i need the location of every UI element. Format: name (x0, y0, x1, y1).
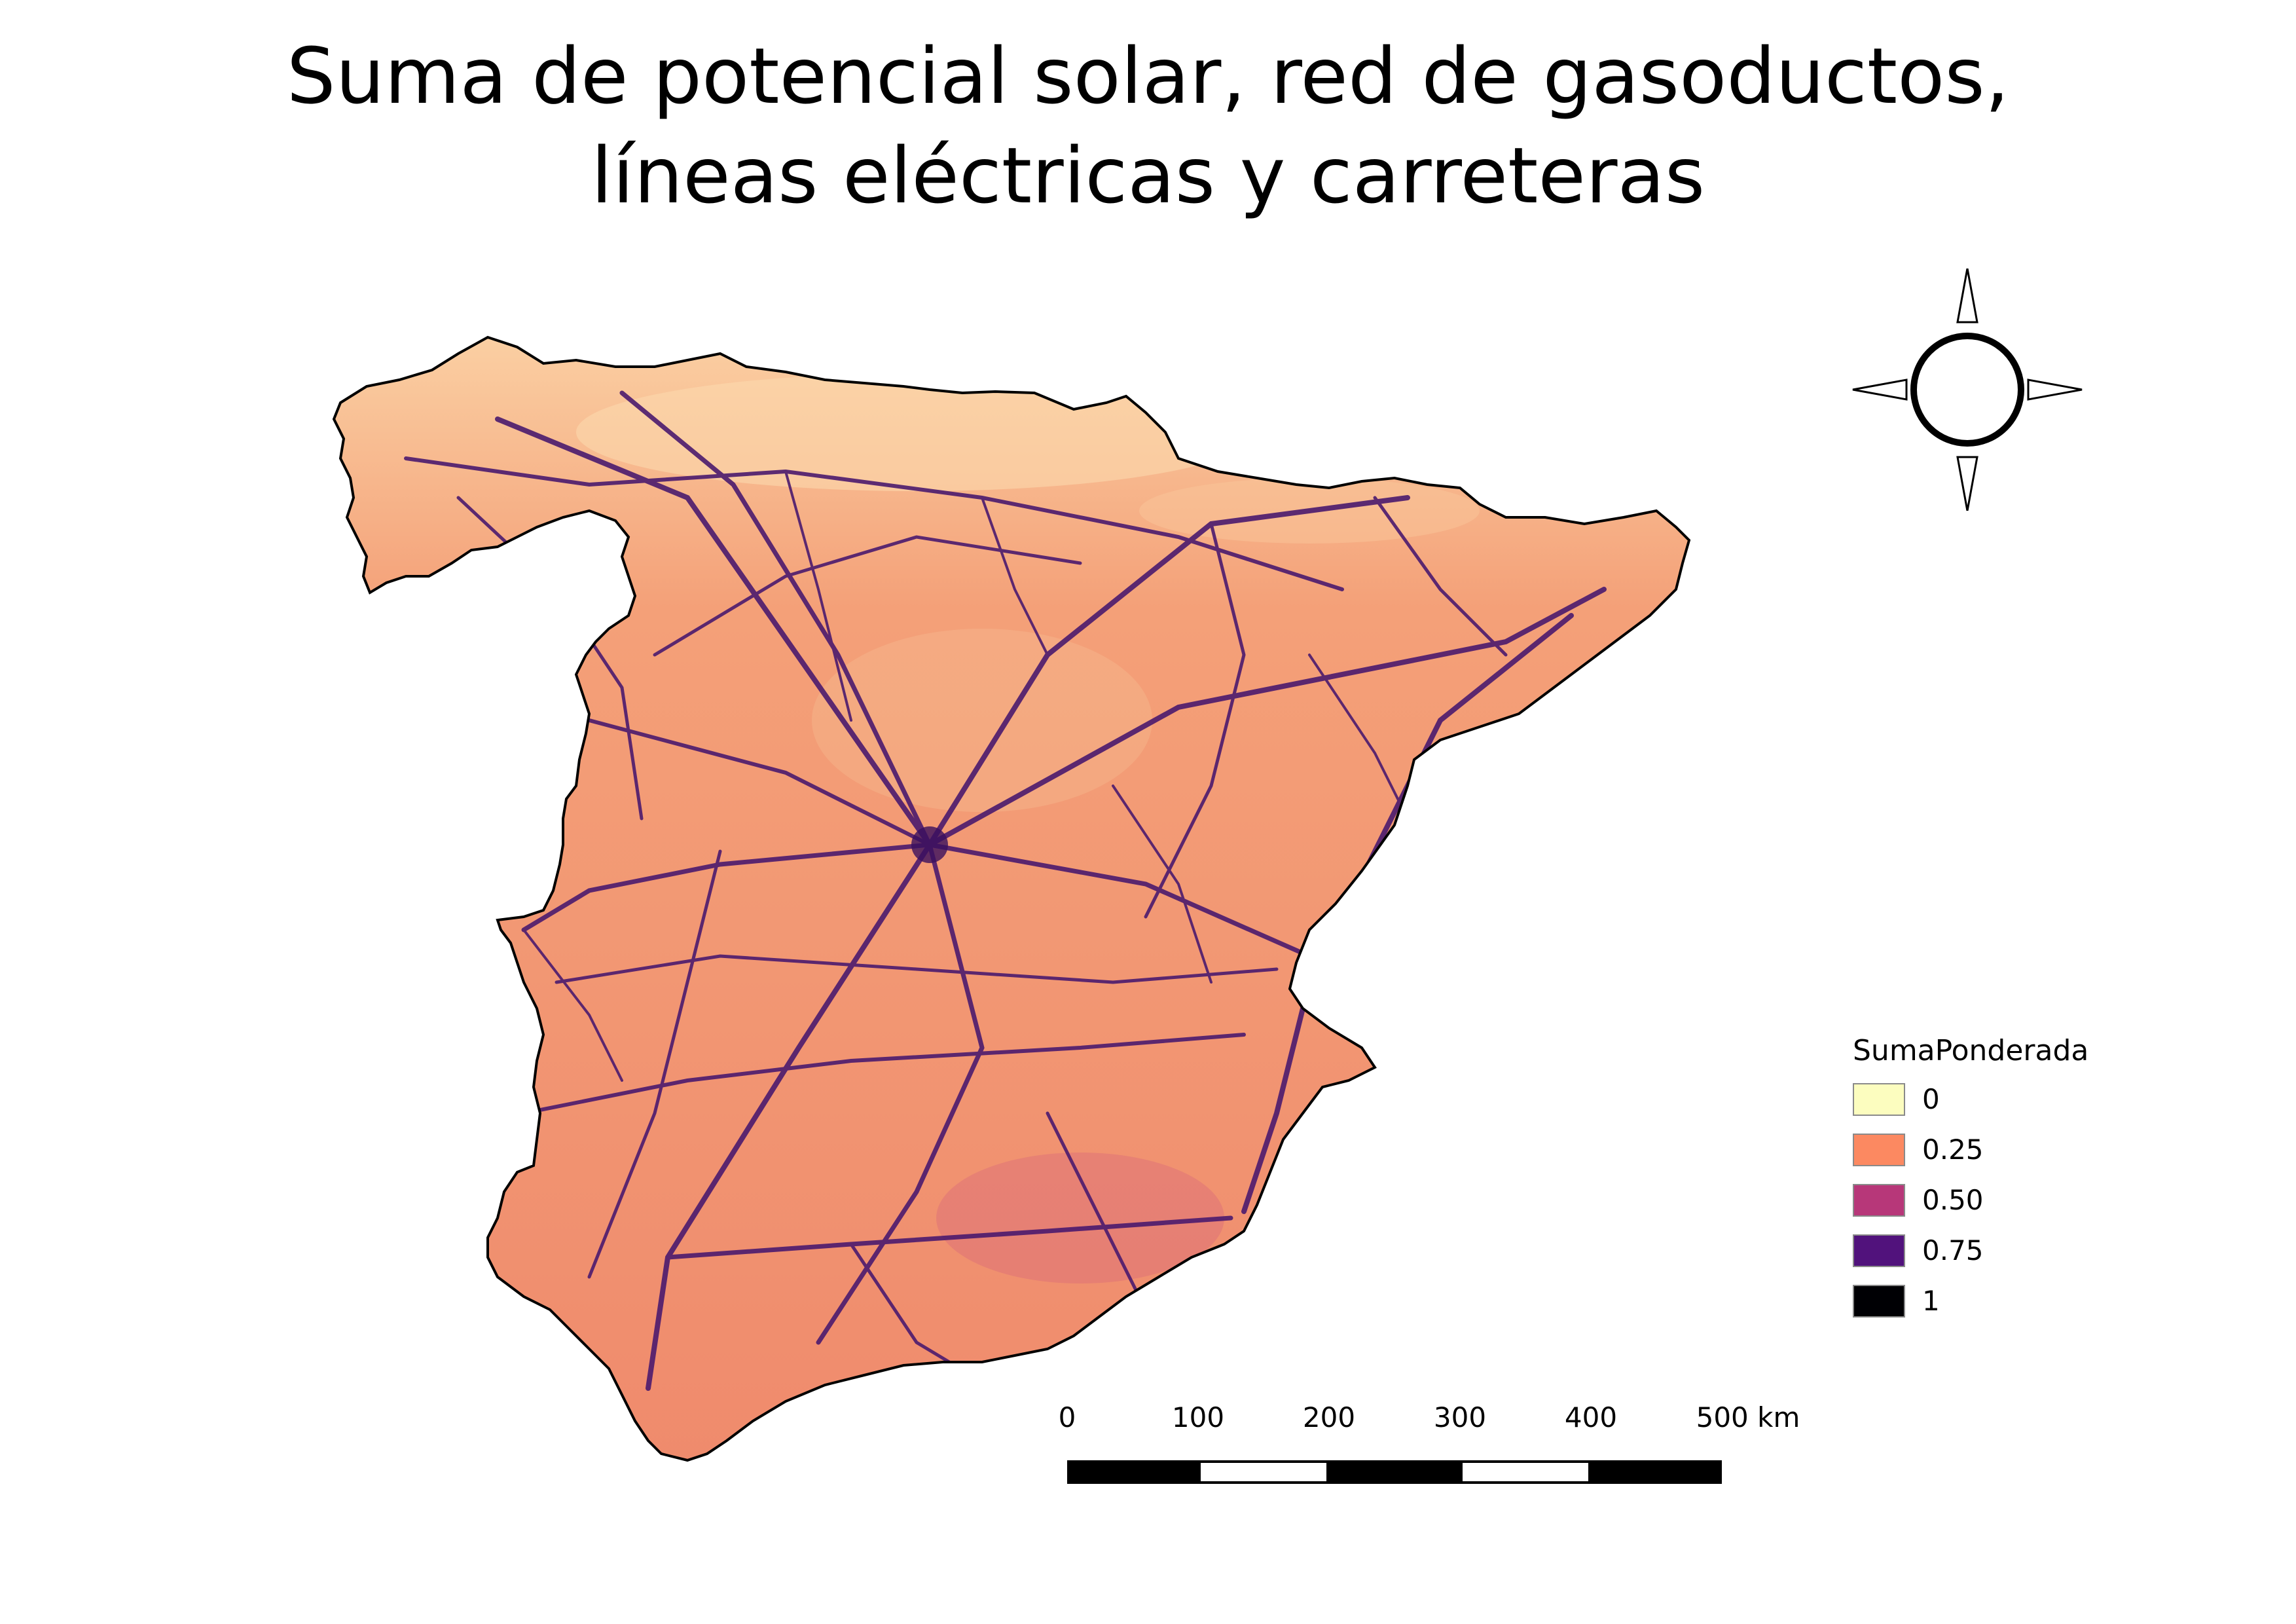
legend-swatch (1853, 1082, 1905, 1116)
legend-item: 0 (1853, 1074, 2115, 1124)
compass-west-point (1852, 378, 1908, 401)
scale-segment (1329, 1460, 1460, 1484)
scale-segment (1198, 1460, 1329, 1484)
legend-label: 0 (1922, 1083, 1940, 1115)
scale-tick-label: 0 (1058, 1401, 1076, 1433)
compass-ring (1910, 333, 2024, 447)
northern-highlands-shade (576, 373, 1257, 491)
legend-label: 0.75 (1922, 1234, 1984, 1266)
legend-item: 0.25 (1853, 1124, 2115, 1175)
legend: SumaPonderada 0 0.25 0.50 0.75 1 (1853, 1028, 2115, 1326)
southeast-darker (936, 1153, 1224, 1283)
legend-swatch (1853, 1234, 1905, 1267)
scale-segment (1591, 1460, 1722, 1484)
compass-south-point (1956, 456, 1978, 511)
legend-items: 0 0.25 0.50 0.75 1 (1853, 1074, 2115, 1326)
map-title: Suma de potencial solar, red de gasoduct… (0, 26, 2296, 225)
legend-item: 0.75 (1853, 1225, 2115, 1276)
compass-east-point (2027, 378, 2083, 401)
scale-tick-label: 400 (1564, 1401, 1618, 1433)
map-title-line-1: Suma de potencial solar, red de gasoduct… (286, 31, 2010, 121)
legend-label: 1 (1922, 1285, 1940, 1317)
scale-tick-label: 100 (1171, 1401, 1225, 1433)
spain-raster-layer (334, 337, 1689, 1460)
legend-title: SumaPonderada (1853, 1034, 2089, 1067)
legend-label: 0.25 (1922, 1134, 1984, 1166)
scale-bar: 0 100 200 300 400 500 km (1059, 1401, 1800, 1493)
scale-tick-label: 500 km (1696, 1401, 1800, 1433)
legend-swatch (1853, 1133, 1905, 1166)
legend-item: 1 (1853, 1276, 2115, 1326)
scale-segment (1067, 1460, 1198, 1484)
legend-swatch (1853, 1284, 1905, 1318)
compass-north-point (1956, 268, 1978, 323)
legend-item: 0.50 (1853, 1175, 2115, 1225)
scale-tick-label: 300 (1433, 1401, 1487, 1433)
scale-segment (1460, 1460, 1591, 1484)
central-shade (812, 629, 1152, 812)
map-title-line-2: líneas eléctricas y carreteras (591, 130, 1705, 221)
compass-rose-icon (1852, 268, 2083, 511)
legend-label: 0.50 (1922, 1184, 1984, 1216)
scale-tick-label: 200 (1302, 1401, 1356, 1433)
madrid-hub (911, 826, 948, 863)
legend-swatch (1853, 1183, 1905, 1217)
solar-potential-fill (334, 337, 1689, 1460)
